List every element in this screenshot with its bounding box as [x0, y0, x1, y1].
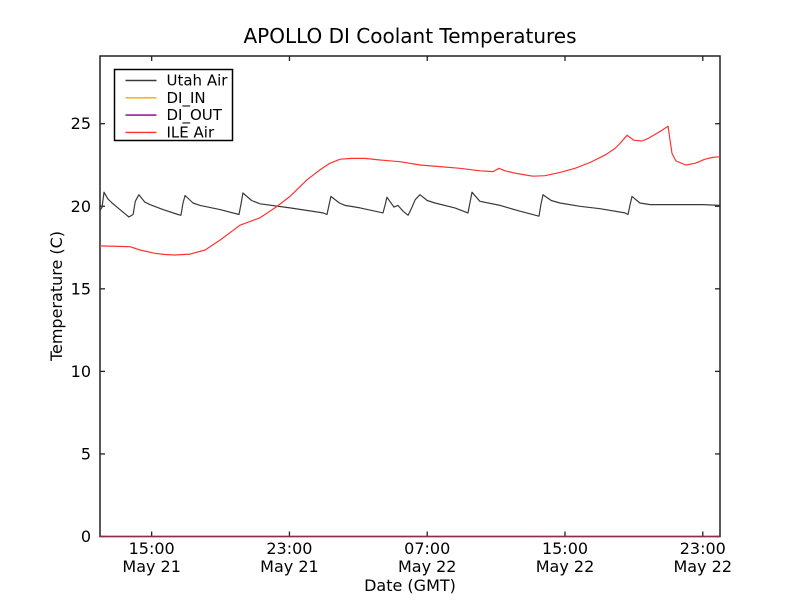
x-tick-date-label: May 21 [122, 557, 181, 576]
x-tick-time-label: 15:00 [129, 539, 175, 558]
x-tick-date-label: May 21 [260, 557, 319, 576]
legend-label: DI_OUT [167, 106, 223, 125]
y-tick-label: 0 [81, 527, 91, 546]
series-utah-air [99, 191, 721, 218]
x-tick-date-label: May 22 [674, 557, 733, 576]
y-tick-label: 15 [71, 279, 91, 298]
x-tick-date-label: May 22 [536, 557, 595, 576]
series-ile-air [99, 125, 721, 256]
y-tick-label: 25 [71, 114, 91, 133]
legend-label: DI_IN [167, 89, 206, 108]
x-tick-date-label: May 22 [398, 557, 457, 576]
x-axis-label: Date (GMT) [364, 576, 456, 595]
y-tick-label: 10 [71, 362, 91, 381]
legend-box [113, 68, 234, 142]
legend-label: ILE Air [167, 123, 215, 141]
x-tick-time-label: 15:00 [542, 539, 588, 558]
chart-title: APOLLO DI Coolant Temperatures [243, 24, 576, 48]
legend-label: Utah Air [167, 72, 229, 90]
x-tick-time-label: 23:00 [266, 539, 312, 558]
y-axis-label: Temperature (C) [47, 231, 66, 362]
y-tick-label: 20 [71, 197, 91, 216]
y-tick-label: 5 [81, 444, 91, 463]
x-tick-time-label: 23:00 [680, 539, 726, 558]
x-tick-time-label: 07:00 [404, 539, 450, 558]
